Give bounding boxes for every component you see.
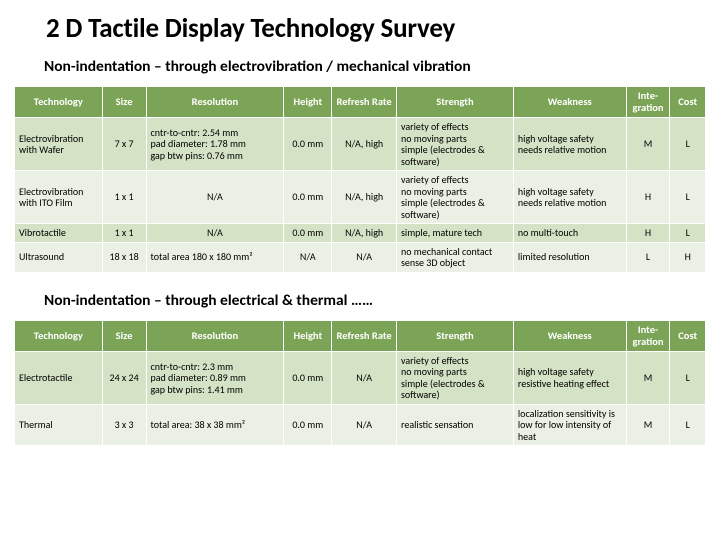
cell-str: realistic sensation: [396, 404, 513, 446]
cell-height: N/A: [284, 242, 332, 272]
col-refresh: Refresh Rate: [332, 87, 397, 118]
cell-res: N/A: [146, 171, 284, 224]
col-refresh: Refresh Rate: [332, 320, 397, 351]
section1-heading: Non-indentation – through electrovibrati…: [44, 57, 706, 76]
cell-weak: high voltage safetyneeds relative motion: [513, 118, 626, 171]
col-tech: Technology: [15, 320, 103, 351]
cell-cost: L: [670, 351, 706, 404]
cell-int: H: [626, 224, 670, 243]
col-int: Inte-gration: [626, 320, 670, 351]
cell-weak: no multi-touch: [513, 224, 626, 243]
cell-refresh: N/A, high: [332, 224, 397, 243]
table-section1: Technology Size Resolution Height Refres…: [14, 86, 706, 273]
cell-res: cntr-to-cntr: 2.3 mmpad diameter: 0.89 m…: [146, 351, 284, 404]
table-row: Electrovibration with Wafer 7 x 7 cntr-t…: [15, 118, 706, 171]
table-section2: Technology Size Resolution Height Refres…: [14, 320, 706, 447]
cell-res: N/A: [146, 224, 284, 243]
cell-tech: Vibrotactile: [15, 224, 103, 243]
cell-tech: Thermal: [15, 404, 103, 446]
table-row: Electrotactile 24 x 24 cntr-to-cntr: 2.3…: [15, 351, 706, 404]
cell-weak: localization sensitivity is low for low …: [513, 404, 626, 446]
cell-cost: L: [670, 118, 706, 171]
cell-res: cntr-to-cntr: 2.54 mmpad diameter: 1.78 …: [146, 118, 284, 171]
cell-refresh: N/A: [332, 242, 397, 272]
col-weak: Weakness: [513, 320, 626, 351]
cell-int: H: [626, 171, 670, 224]
cell-tech: Electrovibration with Wafer: [15, 118, 103, 171]
cell-tech: Electrovibration with ITO Film: [15, 171, 103, 224]
col-size: Size: [102, 320, 146, 351]
col-res: Resolution: [146, 87, 284, 118]
col-height: Height: [284, 87, 332, 118]
cell-tech: Ultrasound: [15, 242, 103, 272]
table-header: Technology Size Resolution Height Refres…: [15, 87, 706, 118]
col-int: Inte-gration: [626, 87, 670, 118]
cell-refresh: N/A, high: [332, 171, 397, 224]
cell-res: total area: 38 x 38 mm²: [146, 404, 284, 446]
cell-res: total area 180 x 180 mm²: [146, 242, 284, 272]
table-row: Thermal 3 x 3 total area: 38 x 38 mm² 0.…: [15, 404, 706, 446]
cell-int: M: [626, 118, 670, 171]
cell-height: 0.0 mm: [284, 171, 332, 224]
cell-size: 1 x 1: [102, 224, 146, 243]
cell-weak: high voltage safetyneeds relative motion: [513, 171, 626, 224]
cell-cost: H: [670, 242, 706, 272]
page-title: 2 D Tactile Display Technology Survey: [46, 12, 706, 45]
col-height: Height: [284, 320, 332, 351]
col-cost: Cost: [670, 87, 706, 118]
cell-cost: L: [670, 224, 706, 243]
cell-height: 0.0 mm: [284, 224, 332, 243]
table-row: Vibrotactile 1 x 1 N/A 0.0 mm N/A, high …: [15, 224, 706, 243]
cell-str: variety of effectsno moving partssimple …: [396, 118, 513, 171]
table-row: Ultrasound 18 x 18 total area 180 x 180 …: [15, 242, 706, 272]
cell-refresh: N/A: [332, 351, 397, 404]
col-tech: Technology: [15, 87, 103, 118]
cell-height: 0.0 mm: [284, 351, 332, 404]
cell-cost: L: [670, 171, 706, 224]
col-size: Size: [102, 87, 146, 118]
table-row: Electrovibration with ITO Film 1 x 1 N/A…: [15, 171, 706, 224]
col-cost: Cost: [670, 320, 706, 351]
cell-tech: Electrotactile: [15, 351, 103, 404]
col-str: Strength: [396, 87, 513, 118]
cell-int: M: [626, 404, 670, 446]
cell-size: 7 x 7: [102, 118, 146, 171]
cell-weak: high voltage safetyresistive heating eff…: [513, 351, 626, 404]
cell-str: variety of effectsno moving partssimple …: [396, 351, 513, 404]
cell-height: 0.0 mm: [284, 118, 332, 171]
cell-size: 3 x 3: [102, 404, 146, 446]
cell-str: simple, mature tech: [396, 224, 513, 243]
table-header: Technology Size Resolution Height Refres…: [15, 320, 706, 351]
cell-cost: L: [670, 404, 706, 446]
cell-refresh: N/A: [332, 404, 397, 446]
cell-str: variety of effectsno moving partssimple …: [396, 171, 513, 224]
col-weak: Weakness: [513, 87, 626, 118]
cell-size: 1 x 1: [102, 171, 146, 224]
slide: 2 D Tactile Display Technology Survey No…: [0, 0, 720, 540]
section2-heading: Non-indentation – through electrical & t…: [44, 291, 706, 310]
cell-refresh: N/A, high: [332, 118, 397, 171]
col-str: Strength: [396, 320, 513, 351]
cell-weak: limited resolution: [513, 242, 626, 272]
col-res: Resolution: [146, 320, 284, 351]
cell-str: no mechanical contactsense 3D object: [396, 242, 513, 272]
cell-int: M: [626, 351, 670, 404]
cell-size: 18 x 18: [102, 242, 146, 272]
cell-height: 0.0 mm: [284, 404, 332, 446]
cell-int: L: [626, 242, 670, 272]
cell-size: 24 x 24: [102, 351, 146, 404]
